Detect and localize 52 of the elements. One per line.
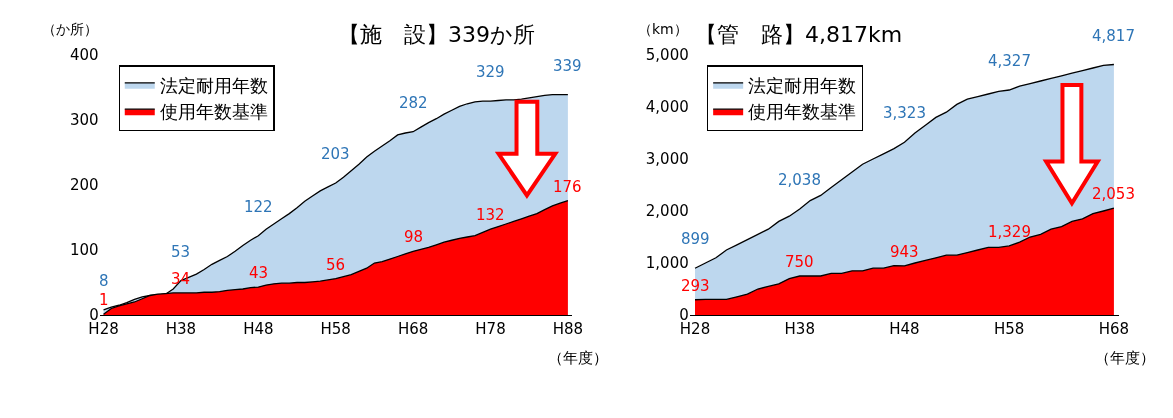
x-axis-title: （年度）: [548, 349, 608, 367]
data-label: 176: [553, 178, 582, 196]
y-tick-label: 2,000: [645, 202, 689, 221]
y-tick-label: 3,000: [645, 150, 689, 169]
data-label: 122: [244, 198, 273, 216]
legend-label: 法定耐用年数: [748, 74, 857, 96]
data-label: 56: [326, 256, 346, 274]
data-label: 2,038: [778, 171, 821, 189]
x-tick-label: H68: [1098, 320, 1130, 338]
legend-label: 使用年数基準: [159, 101, 268, 123]
y-axis-title: （か所）: [42, 21, 98, 37]
data-label: 132: [476, 206, 505, 224]
x-axis-title: （年度）: [1095, 349, 1155, 367]
chart-title: 【施 設】339か所: [338, 22, 535, 47]
y-tick-label: 200: [70, 176, 99, 195]
y-tick-label: 300: [70, 111, 99, 130]
x-tick-label: H78: [475, 320, 506, 338]
data-label: 203: [321, 145, 350, 163]
x-tick-label: H38: [165, 320, 197, 338]
data-label: 899: [681, 230, 710, 248]
y-tick-label: 100: [70, 241, 99, 260]
data-label: 53: [171, 243, 191, 261]
x-tick-label: H58: [994, 320, 1025, 338]
x-tick-label: H88: [552, 320, 584, 338]
data-label: 943: [890, 243, 919, 261]
chart-title: 【管 路】4,817km: [695, 22, 903, 47]
data-label: 98: [404, 228, 424, 246]
y-tick-label: 4,000: [645, 98, 689, 117]
data-label: 43: [249, 264, 269, 282]
y-tick-label: 5,000: [645, 46, 689, 65]
data-label: 8: [99, 272, 109, 290]
y-tick-label: 1,000: [645, 254, 689, 273]
data-label: 329: [476, 63, 505, 81]
data-label: 282: [399, 94, 428, 112]
y-tick-label: 400: [70, 46, 99, 65]
data-label: 1,329: [988, 223, 1031, 241]
data-label: 4,327: [988, 52, 1031, 70]
x-tick-label: H48: [889, 320, 920, 338]
data-label: 3,323: [883, 104, 926, 122]
x-tick-label: H48: [243, 320, 274, 338]
legend-label: 法定耐用年数: [159, 74, 268, 96]
y-axis-title: （km）: [638, 21, 688, 37]
x-tick-label: H38: [784, 320, 815, 338]
data-label: 293: [681, 277, 710, 295]
data-label: 1: [99, 291, 109, 309]
data-label: 750: [785, 253, 814, 271]
legend-label: 使用年数基準: [748, 101, 857, 123]
x-tick-label: H68: [397, 320, 429, 338]
data-label: 4,817: [1092, 27, 1135, 45]
data-label: 2,053: [1092, 185, 1135, 203]
x-tick-label: H58: [320, 320, 351, 338]
data-label: 339: [553, 57, 582, 75]
